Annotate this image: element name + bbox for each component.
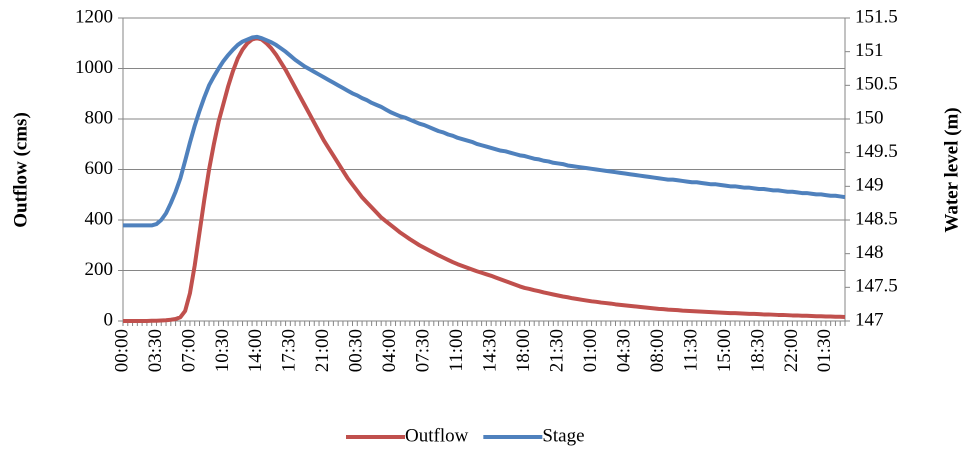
y-tick-label: 1000 (75, 57, 113, 78)
y2-tick-label: 149.5 (855, 141, 898, 162)
x-tick-label: 04:30 (613, 329, 634, 372)
y2-tick-label: 151.5 (855, 6, 898, 27)
y2-tick-label: 150.5 (855, 74, 898, 95)
x-tick-label: 11:30 (680, 329, 701, 372)
x-tick-label: 21:30 (546, 329, 567, 372)
x-tick-label: 22:00 (781, 329, 802, 372)
x-tick-label: 03:30 (145, 329, 166, 372)
x-tick-label: 18:00 (513, 329, 534, 372)
y-tick-label: 400 (85, 208, 114, 229)
x-tick-label: 00:00 (111, 329, 132, 372)
x-tick-label: 18:30 (747, 329, 768, 372)
x-tick-label: 17:30 (279, 329, 300, 372)
y-tick-label: 200 (85, 259, 114, 280)
y-tick-label: 800 (85, 107, 114, 128)
x-tick-label: 01:30 (814, 329, 835, 372)
x-tick-label: 10:30 (212, 329, 233, 372)
x-tick-label: 07:00 (178, 329, 199, 372)
y2-tick-label: 150 (855, 107, 884, 128)
x-tick-label: 14:30 (480, 329, 501, 372)
y2-tick-label: 148.5 (855, 208, 898, 229)
series-line (123, 34, 846, 228)
legend-label: Stage (542, 425, 584, 446)
x-tick-label: 08:00 (647, 329, 668, 372)
x-tick-label: 07:30 (413, 329, 434, 372)
y2-tick-label: 148 (855, 242, 884, 263)
y2-tick-label: 151 (855, 40, 884, 61)
legend-label: Outflow (405, 425, 469, 446)
y-tick-label: 1200 (75, 6, 113, 27)
x-tick-label: 00:30 (346, 329, 367, 372)
x-tick-label: 15:00 (714, 329, 735, 372)
series-line (123, 36, 846, 323)
y-tick-label: 600 (85, 158, 114, 179)
y-axis-title: Outflow (cms) (10, 112, 31, 228)
x-tick-label: 01:00 (580, 329, 601, 372)
y2-tick-label: 147.5 (855, 276, 898, 297)
x-tick-label: 04:00 (379, 329, 400, 372)
y2-tick-label: 147 (855, 309, 884, 330)
x-tick-label: 21:00 (312, 329, 333, 372)
y-tick-label: 0 (104, 309, 114, 330)
y2-axis-title: Water level (m) (941, 107, 962, 232)
x-tick-label: 11:00 (446, 329, 467, 372)
x-tick-label: 14:00 (245, 329, 266, 372)
y2-tick-label: 149 (855, 175, 884, 196)
